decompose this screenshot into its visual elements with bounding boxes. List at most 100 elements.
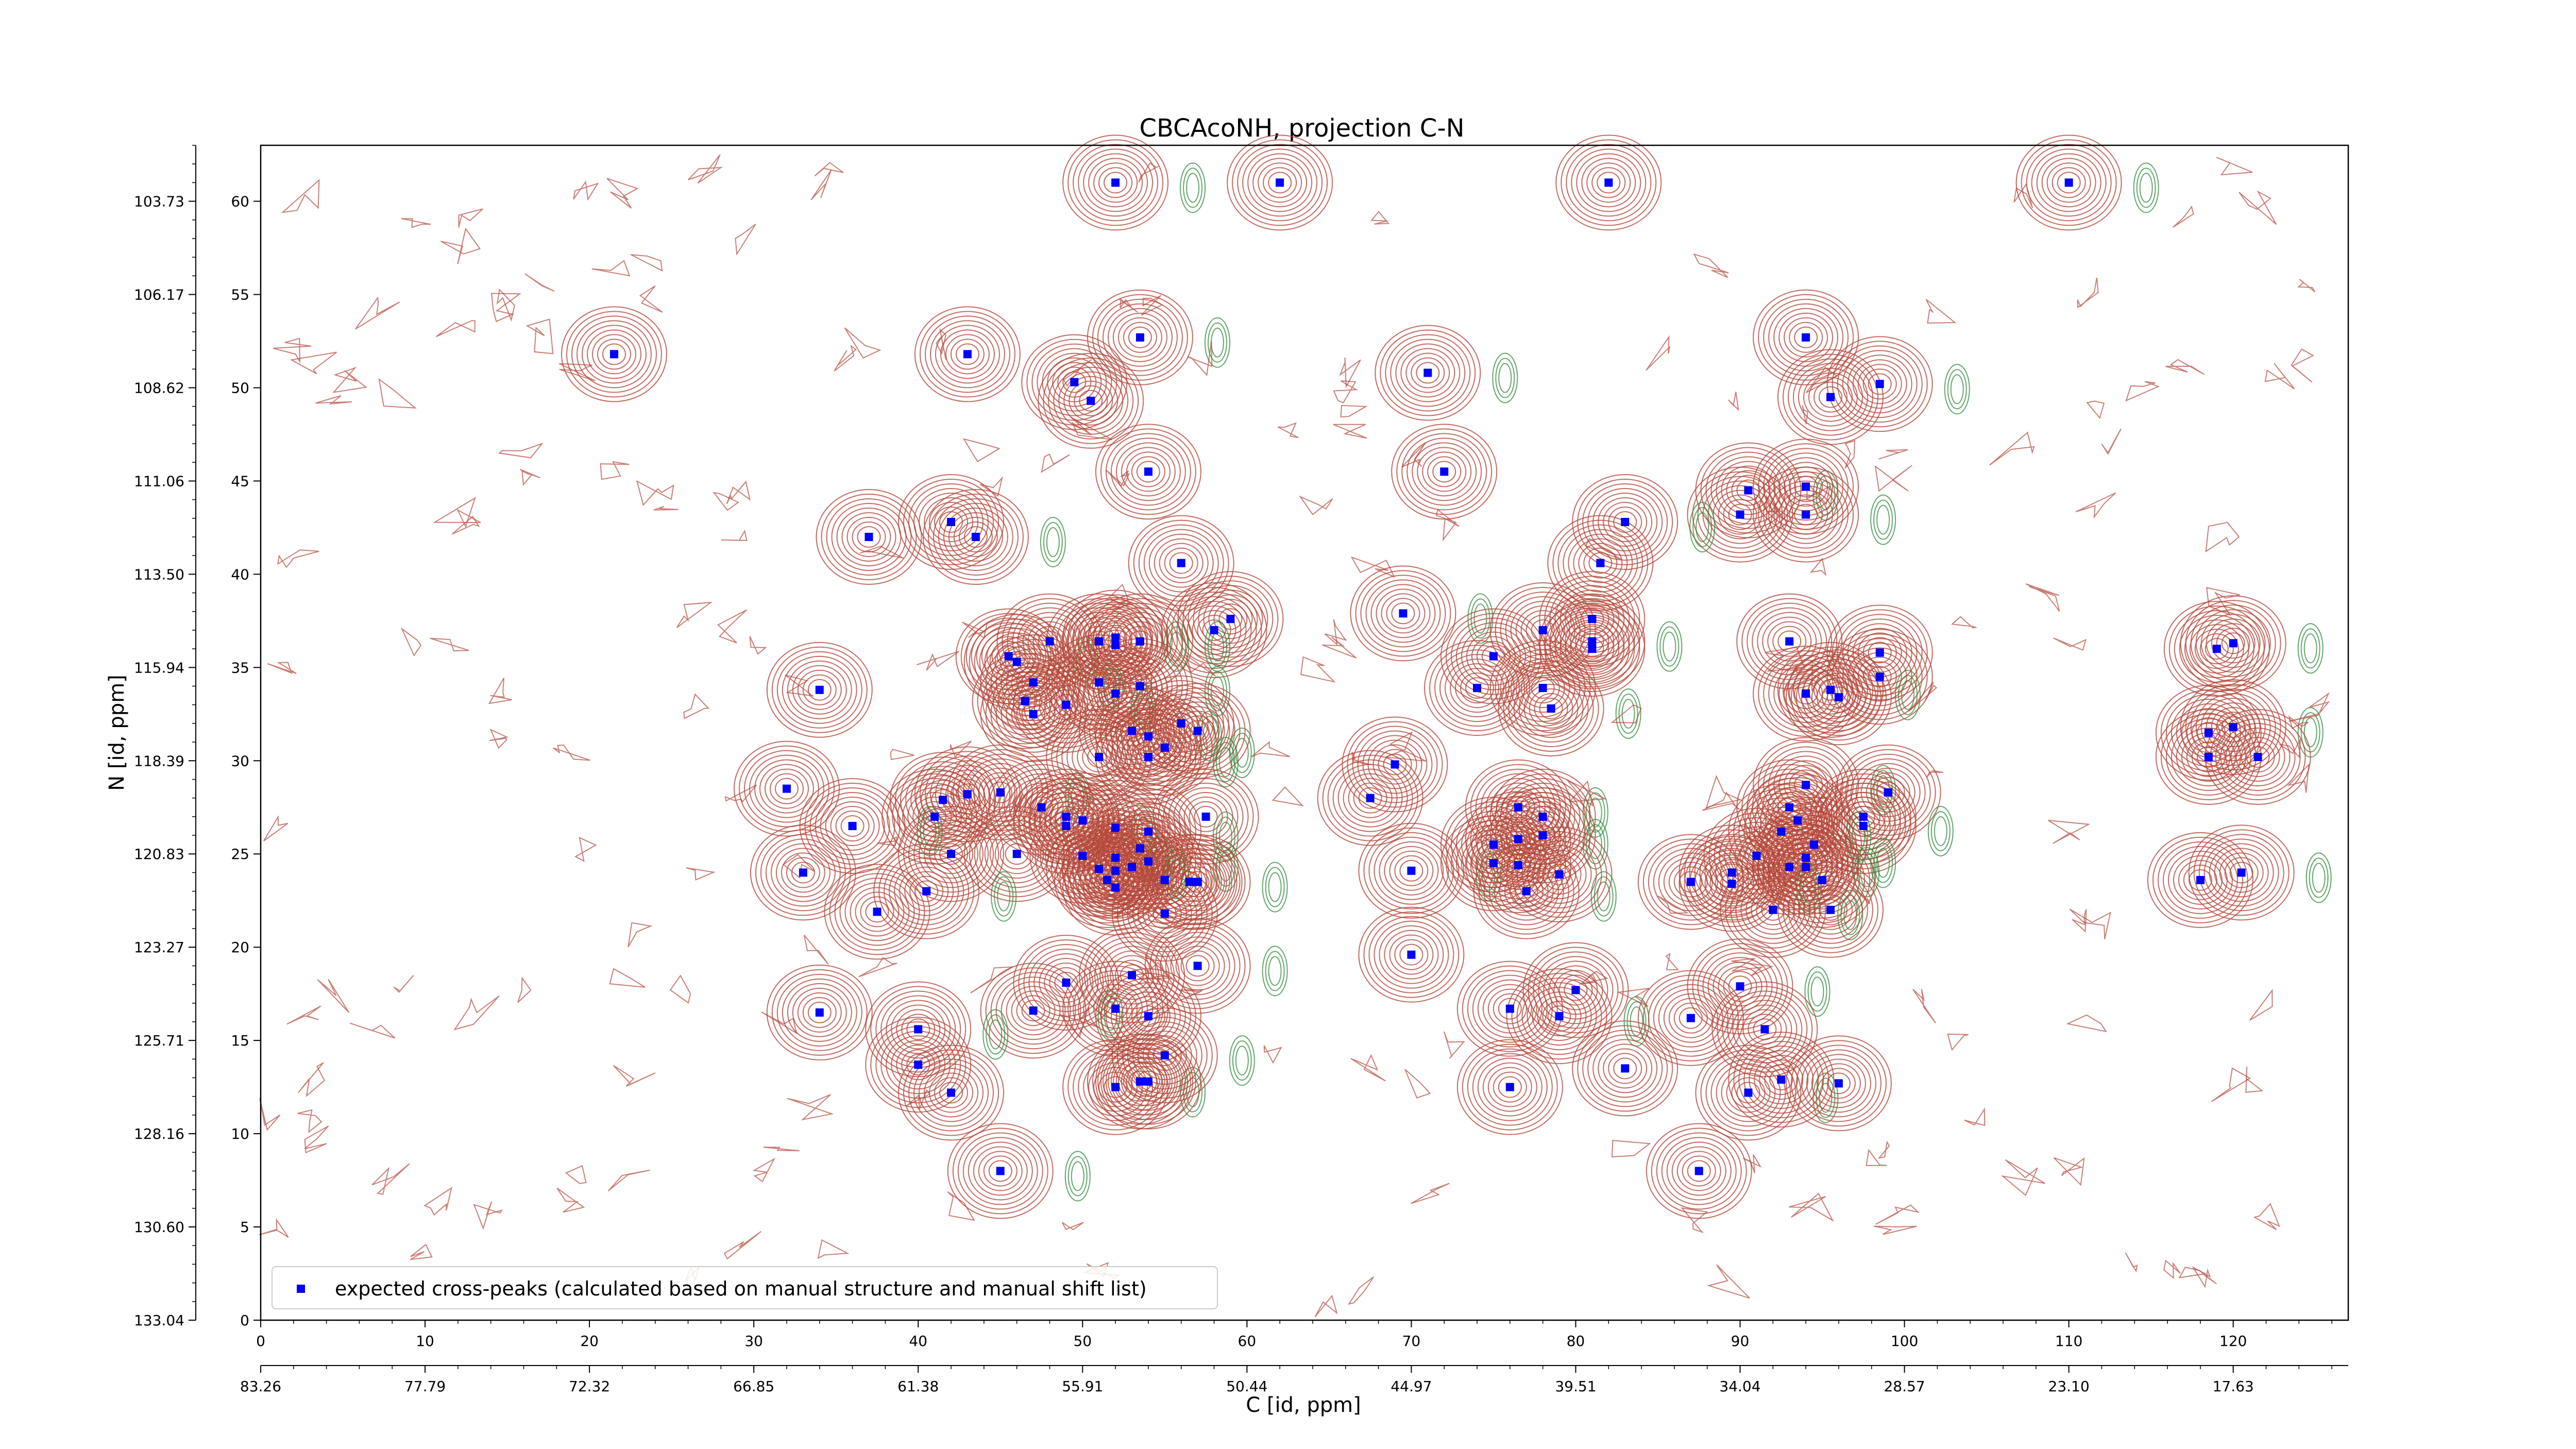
contour-ring [1122, 1017, 1208, 1094]
noise-contour [600, 461, 630, 480]
noise-contour [473, 1201, 503, 1230]
negative-contour [989, 1019, 1003, 1050]
contour-ring [1193, 585, 1268, 653]
contour-ring [1539, 601, 1646, 697]
contour-ring [1795, 1044, 1882, 1122]
negative-contour [2300, 628, 2320, 669]
contour-ring [2031, 148, 2107, 217]
peak-marker [1160, 1051, 1169, 1060]
contour-ring [1676, 1151, 1721, 1191]
contour-ring [1355, 570, 1451, 657]
peak-marker [1538, 831, 1547, 839]
peak-marker [1012, 850, 1021, 858]
contour-ring [1499, 866, 1554, 916]
contour-ring [1832, 341, 1928, 428]
peak-marker [1802, 863, 1810, 871]
peak-marker [1514, 803, 1522, 812]
contour-ring [1383, 753, 1407, 776]
contour-ring [1868, 373, 1892, 395]
contour-ring [1107, 1052, 1173, 1111]
noise-contour [2249, 989, 2273, 1021]
peak-marker [1111, 866, 1120, 875]
noise-contour [2053, 637, 2087, 651]
peak-marker [1144, 857, 1153, 866]
peak-marker [939, 796, 947, 804]
noise-contour [1351, 751, 1372, 766]
peak-marker [1029, 710, 1038, 718]
contour-ring [1498, 998, 1522, 1020]
negative-contour [1840, 895, 1860, 935]
contour-ring [1252, 158, 1308, 208]
noise-contour [317, 979, 350, 1013]
peak-marker [1095, 865, 1104, 873]
contour-ring [2246, 746, 2270, 768]
peak-marker [1407, 866, 1416, 875]
contour-ring [1837, 345, 1923, 423]
peak-marker [1621, 518, 1630, 526]
y-ppm-tick-label: 106.17 [134, 287, 184, 304]
noise-contour [1063, 359, 1092, 387]
noise-contour [1805, 366, 1838, 393]
contour-ring [1470, 821, 1566, 908]
peak-marker [1128, 971, 1136, 980]
peak-marker [1802, 781, 1810, 789]
contour-ring [1521, 840, 1597, 909]
peak-marker [947, 1088, 955, 1097]
contour-ring [1800, 860, 1845, 900]
peak-marker [610, 350, 618, 359]
contour-ring [1177, 571, 1284, 667]
contour-ring [1761, 899, 1785, 921]
noise-contour [524, 273, 555, 292]
contour-ring [947, 744, 1054, 840]
noise-contour [304, 1125, 329, 1154]
contour-ring [787, 983, 852, 1042]
contour-ring [913, 820, 989, 888]
peak-marker [1505, 1083, 1514, 1091]
contour-ring [1705, 451, 1791, 529]
noise-contour [609, 968, 646, 988]
contour-ring [929, 760, 1005, 829]
contour-ring [1597, 172, 1621, 194]
contour-ring [922, 489, 1029, 585]
peak-marker [2204, 753, 2213, 761]
noise-contour [2192, 1266, 2211, 1288]
noise-contour [1908, 682, 1938, 712]
contour-ring [1057, 366, 1092, 398]
contour-ring [769, 773, 804, 804]
contour-ring [1112, 1056, 1167, 1106]
contour-ring [1577, 1025, 1673, 1112]
contour-ring [850, 887, 905, 937]
contour-ring [787, 660, 852, 719]
noise-contour [1877, 1140, 1890, 1159]
contour-ring [1549, 580, 1635, 658]
contour-ring [1376, 588, 1431, 638]
noise-contour [890, 749, 914, 761]
contour-ring [927, 494, 1024, 580]
noise-contour [606, 178, 639, 209]
contour-ring [1587, 488, 1663, 557]
peak-marker [963, 790, 972, 799]
contour-ring [1503, 665, 1599, 752]
contour-ring [1862, 661, 1897, 693]
negative-contour [2312, 863, 2326, 893]
contour-ring [1067, 650, 1164, 737]
contour-ring [1100, 428, 1196, 515]
negative-contour [1585, 824, 1605, 865]
peak-marker [1588, 645, 1597, 653]
noise-contour [1138, 162, 1159, 183]
peak-marker [1686, 1014, 1695, 1022]
contour-ring [846, 517, 891, 557]
noise-contour [1277, 422, 1299, 439]
contour-ring [1732, 1000, 1798, 1059]
noise-contour [724, 784, 757, 803]
noise-contour [834, 344, 857, 372]
noise-contour [1106, 469, 1130, 487]
contour-ring [1528, 947, 1624, 1034]
contour-ring [1489, 640, 1596, 736]
contour-ring [1155, 843, 1241, 921]
x-tick-label: 110 [2055, 1333, 2082, 1350]
contour-ring [797, 669, 842, 710]
peak-marker [947, 850, 955, 858]
contour-ring [1547, 515, 1654, 611]
contour-ring [1348, 778, 1393, 818]
